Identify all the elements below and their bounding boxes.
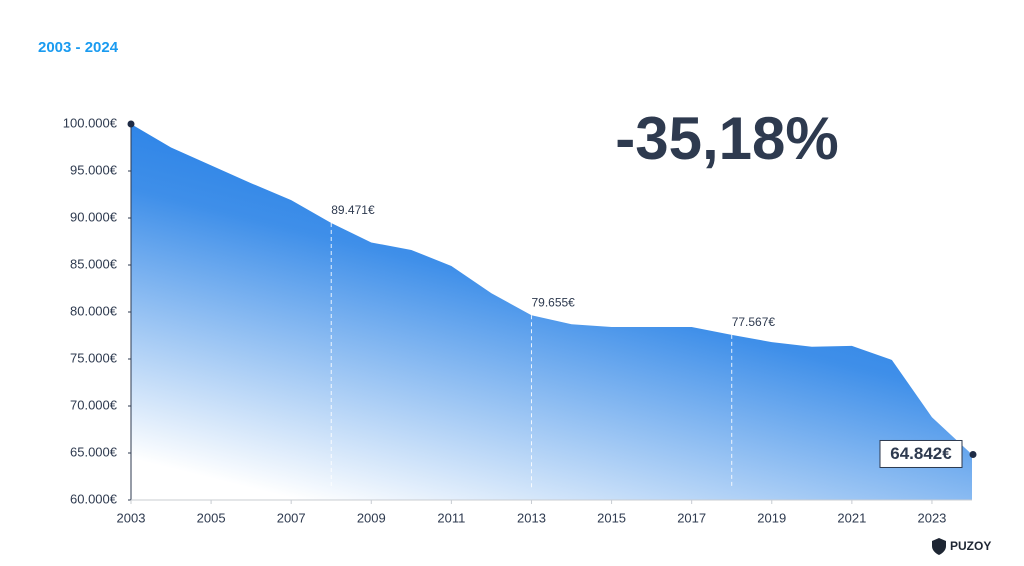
x-tick-label: 2011: [437, 510, 465, 525]
value-label: 79.655€: [531, 295, 575, 309]
annotation: -35,18%: [615, 105, 838, 172]
y-tick-label: 95.000€: [70, 162, 118, 177]
value-label: 64.842€: [890, 444, 952, 463]
y-tick-label: 70.000€: [70, 397, 118, 412]
x-tick-label: 2021: [837, 510, 866, 525]
x-tick-label: 2007: [277, 510, 306, 525]
x-tick-label: 2003: [117, 510, 146, 525]
x-tick-label: 2019: [757, 510, 786, 525]
endpoint-dot: [127, 120, 135, 128]
value-label-box: [879, 439, 963, 468]
x-tick-label: 2013: [517, 510, 546, 525]
x-tick-label: 2023: [917, 510, 946, 525]
x-tick-label: 2005: [197, 510, 226, 525]
area: [131, 124, 972, 500]
y-tick-label: 60.000€: [70, 491, 118, 506]
y-tick-label: 75.000€: [70, 350, 118, 365]
y-tick-label: 80.000€: [70, 303, 118, 318]
x-tick-label: 2015: [597, 510, 626, 525]
x-tick-label: 2017: [677, 510, 706, 525]
chart-title: 2003 - 2024: [38, 39, 119, 56]
x-tick-label: 2009: [357, 510, 386, 525]
brand-name: PUZOY: [950, 539, 991, 553]
y-tick-label: 65.000€: [70, 444, 118, 459]
y-tick-label: 100.000€: [63, 115, 118, 130]
endpoint-dot: [969, 450, 977, 458]
value-label: 77.567€: [732, 315, 776, 329]
value-label: 89.471€: [331, 203, 375, 217]
y-tick-label: 85.000€: [70, 256, 118, 271]
brand-logo: PUZOY: [932, 538, 991, 555]
y-tick-label: 90.000€: [70, 209, 118, 224]
